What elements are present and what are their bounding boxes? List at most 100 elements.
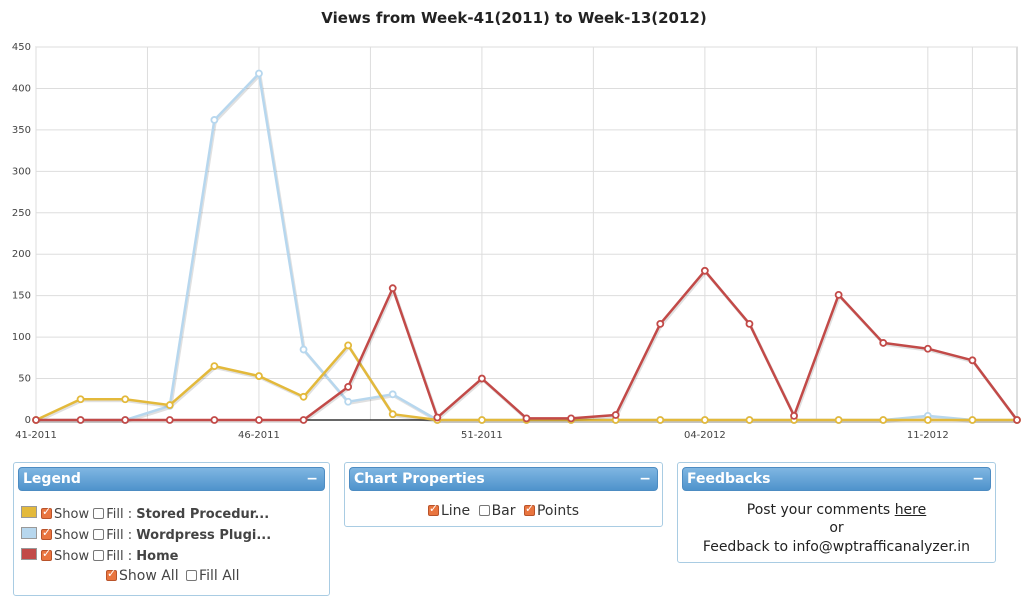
show-checkbox[interactable]: [41, 526, 52, 540]
collapse-icon[interactable]: −: [639, 471, 651, 487]
x-tick-label: 11-2012: [907, 430, 949, 441]
feedback-here-link[interactable]: here: [894, 502, 927, 518]
legend-title: Legend: [23, 471, 81, 487]
chart-properties-header[interactable]: Chart Properties −: [349, 467, 658, 491]
series-name: Home: [136, 549, 179, 564]
y-tick-label: 100: [12, 332, 31, 343]
data-point: [165, 416, 174, 424]
data-point: [656, 416, 665, 424]
points-label: Points: [536, 503, 580, 519]
data-point: [923, 344, 932, 353]
x-tick-label: 04-2012: [684, 430, 726, 441]
data-point: [879, 416, 888, 424]
data-point: [388, 284, 397, 293]
y-tick-label: 0: [25, 415, 31, 426]
feedback-or-text: or: [829, 520, 844, 536]
chart-properties-options: Line Bar Points: [345, 502, 662, 519]
series-line-shadow: [37, 73, 1018, 423]
plot-area-border: [35, 46, 1018, 421]
fill-label: Fill: [106, 549, 124, 564]
data-point: [76, 395, 85, 404]
y-tick-label: 350: [12, 125, 31, 136]
data-point: [344, 397, 353, 406]
line-chart: 0 50 100 150 200 250 300 350 400 450 41-2011 46-201…: [12, 42, 1021, 441]
data-point: [210, 116, 219, 124]
series-color-swatch: [21, 506, 37, 518]
series-line: [35, 344, 1017, 422]
show-checkbox[interactable]: [41, 505, 52, 519]
chart-axes: 0 50 100 150 200 250 300 350 400 450 41-2011 46-201…: [12, 42, 1017, 441]
data-point: [388, 410, 397, 419]
fill-all-checkbox[interactable]: [186, 570, 198, 581]
chart-series: [32, 69, 1021, 424]
show-all-label: Show All: [119, 568, 179, 584]
data-point: [968, 356, 977, 365]
data-point: [567, 414, 575, 423]
chart-grid: [35, 46, 1018, 421]
legend-panel: Legend − Show Fill : Stored Procedur... …: [13, 462, 330, 596]
y-tick-label: 400: [12, 83, 31, 94]
feedbacks-header[interactable]: Feedbacks −: [682, 467, 991, 491]
feedbacks-title: Feedbacks: [687, 471, 771, 487]
y-tick-label: 300: [12, 166, 31, 177]
data-point: [923, 416, 932, 424]
legend-row-stored-procedures: Show Fill : Stored Procedur...: [21, 505, 269, 522]
series-line-shadow: [37, 270, 1020, 423]
fill-checkbox[interactable]: [93, 529, 105, 540]
data-point: [255, 372, 263, 380]
series-2: [32, 266, 1021, 424]
show-checkbox[interactable]: [41, 547, 52, 561]
data-point: [121, 395, 130, 404]
series-name: Wordpress Plugi...: [136, 528, 272, 543]
collapse-icon[interactable]: −: [306, 471, 318, 487]
data-point: [32, 416, 40, 424]
collapse-icon[interactable]: −: [972, 471, 984, 487]
feedback-comments-text: Post your comments: [746, 502, 895, 518]
data-point: [700, 266, 709, 275]
y-tick-label: 150: [12, 291, 31, 302]
data-point: [433, 413, 442, 422]
data-point: [879, 339, 888, 347]
fill-checkbox[interactable]: [93, 508, 105, 519]
data-point: [522, 414, 531, 423]
data-point: [1013, 416, 1021, 424]
series-0: [32, 341, 1021, 424]
line-label: Line: [440, 503, 471, 519]
data-point: [388, 390, 397, 399]
data-point: [299, 345, 308, 354]
data-point: [299, 416, 308, 424]
fill-label: Fill: [106, 507, 124, 522]
data-point: [745, 319, 754, 328]
data-point: [656, 319, 665, 328]
chart-properties-panel: Chart Properties − Line Bar Points: [344, 462, 663, 527]
legend-row-wordpress-plugins: Show Fill : Wordpress Plugi...: [21, 526, 272, 543]
data-point: [255, 69, 263, 78]
bar-checkbox[interactable]: [478, 505, 490, 516]
show-label: Show: [54, 507, 90, 522]
points-checkbox[interactable]: [523, 502, 535, 516]
separator: :: [127, 549, 133, 564]
data-point: [121, 416, 130, 424]
series-color-swatch: [21, 548, 37, 560]
x-tick-label: 41-2011: [15, 430, 57, 441]
separator: :: [127, 507, 133, 522]
data-point: [611, 411, 620, 419]
data-point: [255, 416, 263, 424]
chart-properties-title: Chart Properties: [354, 471, 485, 487]
series-line-shadow: [36, 345, 1018, 423]
data-point: [834, 290, 843, 299]
data-point: [76, 416, 85, 424]
fill-checkbox[interactable]: [93, 550, 105, 561]
data-point: [834, 416, 843, 424]
show-all-checkbox[interactable]: [106, 567, 117, 581]
show-label: Show: [54, 549, 90, 564]
y-tick-label: 450: [12, 42, 31, 53]
legend-row-home: Show Fill : Home: [21, 547, 179, 564]
bar-label: Bar: [491, 503, 516, 519]
legend-header[interactable]: Legend −: [18, 467, 325, 491]
line-checkbox[interactable]: [427, 502, 439, 516]
fill-label: Fill: [106, 528, 124, 543]
separator: :: [127, 528, 133, 543]
show-label: Show: [54, 528, 90, 543]
data-point: [745, 416, 754, 424]
